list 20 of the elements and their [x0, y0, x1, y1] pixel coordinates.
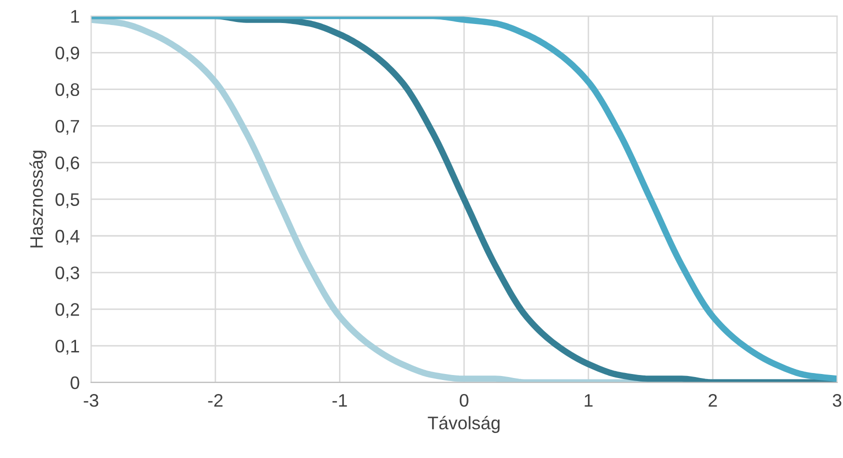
x-tick-label: 2 — [708, 394, 717, 407]
x-tick-label: 0 — [460, 394, 468, 407]
x-tick-label: -3 — [84, 394, 98, 407]
y-tick-label: 0,3 — [56, 266, 80, 282]
y-axis-title: Hasznosság — [29, 150, 46, 248]
y-tick-label: 0,6 — [56, 156, 80, 172]
y-tick-label: 0 — [70, 376, 80, 390]
x-tick-label: -1 — [332, 394, 347, 407]
x-axis-title: Távolság — [428, 416, 500, 433]
x-tick-label: 3 — [832, 394, 842, 407]
y-tick-label: 0,1 — [56, 340, 80, 355]
y-tick-label: 0,8 — [56, 83, 80, 98]
y-tick-label: 0,4 — [56, 230, 80, 245]
x-tick-label: -2 — [208, 394, 223, 407]
x-tick-label: 1 — [584, 394, 593, 407]
y-tick-label: 0,5 — [56, 193, 80, 208]
y-tick-label: 0,9 — [56, 46, 80, 62]
y-tick-label: 1 — [71, 10, 80, 23]
y-tick-label: 0,7 — [56, 120, 80, 135]
y-tick-label: 0,2 — [56, 303, 80, 318]
